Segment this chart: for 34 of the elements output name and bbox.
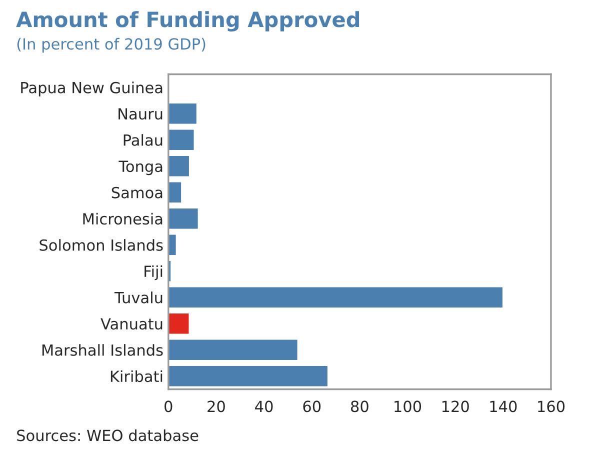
bar: [168, 154, 190, 178]
y-tick-label: Tonga: [118, 160, 162, 176]
x-tick-label: 140: [490, 400, 517, 412]
bar: [168, 233, 178, 256]
source-note: Sources: WEO database: [17, 429, 198, 442]
y-tick-label: Fiji: [144, 265, 162, 280]
x-tick-label: 100: [394, 400, 422, 412]
bar: [168, 102, 198, 126]
bar: [168, 128, 196, 152]
x-tick-label: 40: [255, 400, 273, 412]
bar: [168, 364, 329, 388]
y-tick-label: Vanuatu: [100, 318, 162, 330]
y-tick-label: Tuvalu: [114, 292, 162, 304]
y-tick-label: Nauru: [118, 108, 162, 120]
y-tick-label: Marshall Islands: [42, 344, 163, 356]
bar: [168, 286, 504, 309]
y-tick-label: Palau: [124, 134, 162, 146]
x-tick-label: 0: [164, 400, 172, 412]
y-tick-label: Samoa: [112, 186, 162, 198]
x-tick-label: 120: [442, 400, 469, 412]
bar: [168, 312, 190, 336]
bar: [168, 338, 299, 362]
chart-subtitle: (In percent of 2019 GDP): [17, 38, 206, 53]
bar: [168, 180, 182, 204]
y-tick-label: Micronesia: [83, 212, 162, 225]
x-tick-label: 20: [208, 400, 225, 412]
x-tick-label: 60: [303, 400, 321, 412]
chart-title: Amount of Funding Approved: [16, 11, 360, 32]
y-tick-label: Kiribati: [110, 370, 162, 382]
y-tick-label: Papua New Guinea: [21, 82, 162, 96]
bar: [168, 207, 200, 230]
y-tick-label: Solomon Islands: [40, 239, 163, 251]
x-tick-label: 80: [350, 400, 368, 412]
x-tick-label: 160: [538, 400, 565, 412]
